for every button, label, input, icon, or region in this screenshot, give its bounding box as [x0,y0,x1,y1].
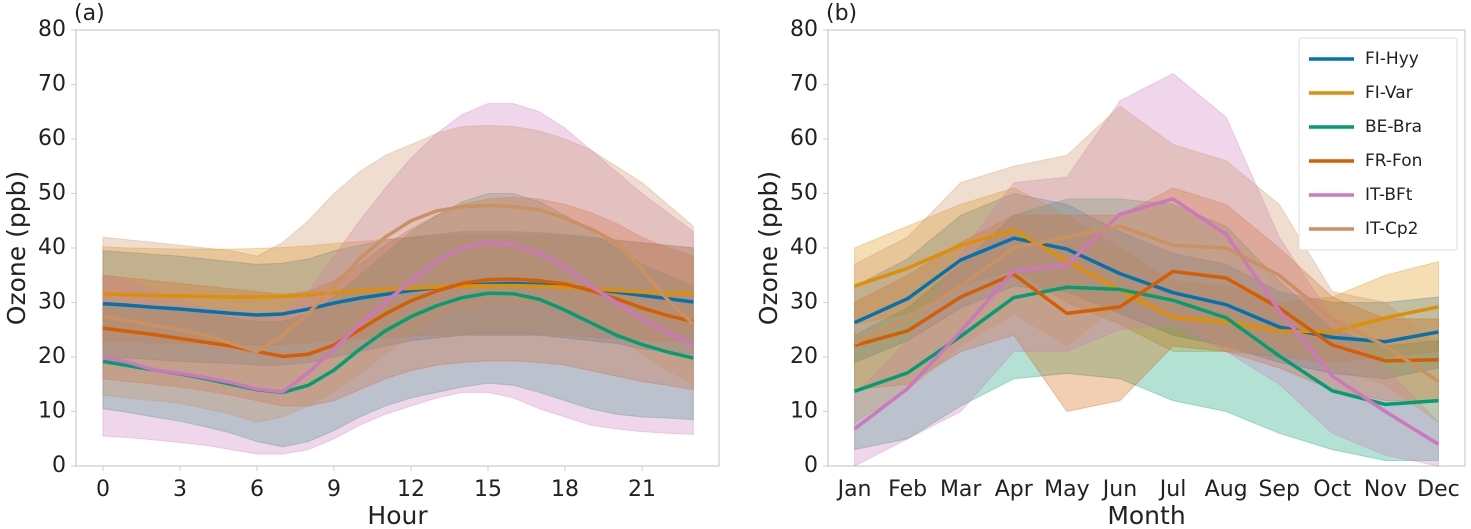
y-tick-label: 10 [790,399,818,424]
band [854,105,1439,424]
legend-label: IT-Cp2 [1365,219,1418,239]
band [854,198,1439,462]
plot-frame [75,29,720,467]
y-tick-label: 0 [52,453,66,478]
line [102,240,695,394]
y-tick-label: 30 [790,290,818,315]
y-tick-label: 0 [804,453,818,478]
plot-frame [827,29,1466,467]
y-tick-label: 20 [38,344,66,369]
x-tick-label: Jul [1158,477,1187,502]
band [102,103,694,455]
x-tick-label: Apr [995,477,1034,502]
y-tick-label: 30 [38,290,66,315]
line [853,224,1440,383]
line [853,236,1439,344]
y-tick-label: 60 [38,126,66,151]
x-tick-label: Feb [888,477,927,502]
line [102,277,694,359]
y-tick-label: 70 [790,72,818,97]
band [854,73,1439,467]
x-tick-label: Oct [1313,477,1351,502]
y-axis-label: Ozone (ppb) [2,171,31,325]
y-tick-label: 80 [790,17,818,42]
x-axis-label: Month [1107,501,1185,529]
line [102,203,695,354]
y-tick-label: 40 [790,235,818,260]
band [102,196,694,407]
x-tick-label: Mar [940,477,982,502]
line [853,197,1440,446]
x-tick-label: 6 [250,477,264,502]
y-tick-label: 50 [38,181,66,206]
y-tick-label: 80 [38,17,66,42]
y-tick-label: 60 [790,126,818,151]
legend-label: BE-Bra [1365,117,1422,137]
legend-label: FR-Fon [1365,151,1422,171]
x-tick-label: Dec [1417,477,1460,502]
y-tick-label: 20 [790,344,818,369]
y-tick-label: 50 [790,181,818,206]
x-tick-label: 21 [628,477,656,502]
x-tick-label: May [1044,477,1089,502]
legend-box [1298,37,1458,251]
line [853,228,1439,334]
x-tick-label: Aug [1205,477,1248,502]
legend-label: IT-BFt [1365,185,1413,205]
x-tick-label: 3 [173,477,187,502]
line [854,269,1439,363]
x-tick-label: 12 [397,477,425,502]
x-tick-label: Sep [1258,477,1299,502]
legend-label: FI-Var [1365,83,1413,103]
x-tick-label: 18 [551,477,579,502]
panel-label: (a) [74,1,105,26]
x-tick-label: 9 [327,477,341,502]
x-tick-label: 15 [474,477,502,502]
x-tick-label: 0 [96,477,110,502]
x-tick-label: Jun [1101,477,1137,502]
x-axis-label: Hour [367,501,428,529]
x-tick-label: Nov [1364,477,1407,502]
band [102,231,694,366]
x-tick-label: Jan [836,477,872,502]
y-tick-label: 70 [38,72,66,97]
y-axis-label: Ozone (ppb) [754,171,783,325]
legend-label: FI-Hyy [1365,49,1419,69]
panel-label: (b) [826,1,857,26]
y-tick-label: 40 [38,235,66,260]
y-tick-label: 10 [38,399,66,424]
